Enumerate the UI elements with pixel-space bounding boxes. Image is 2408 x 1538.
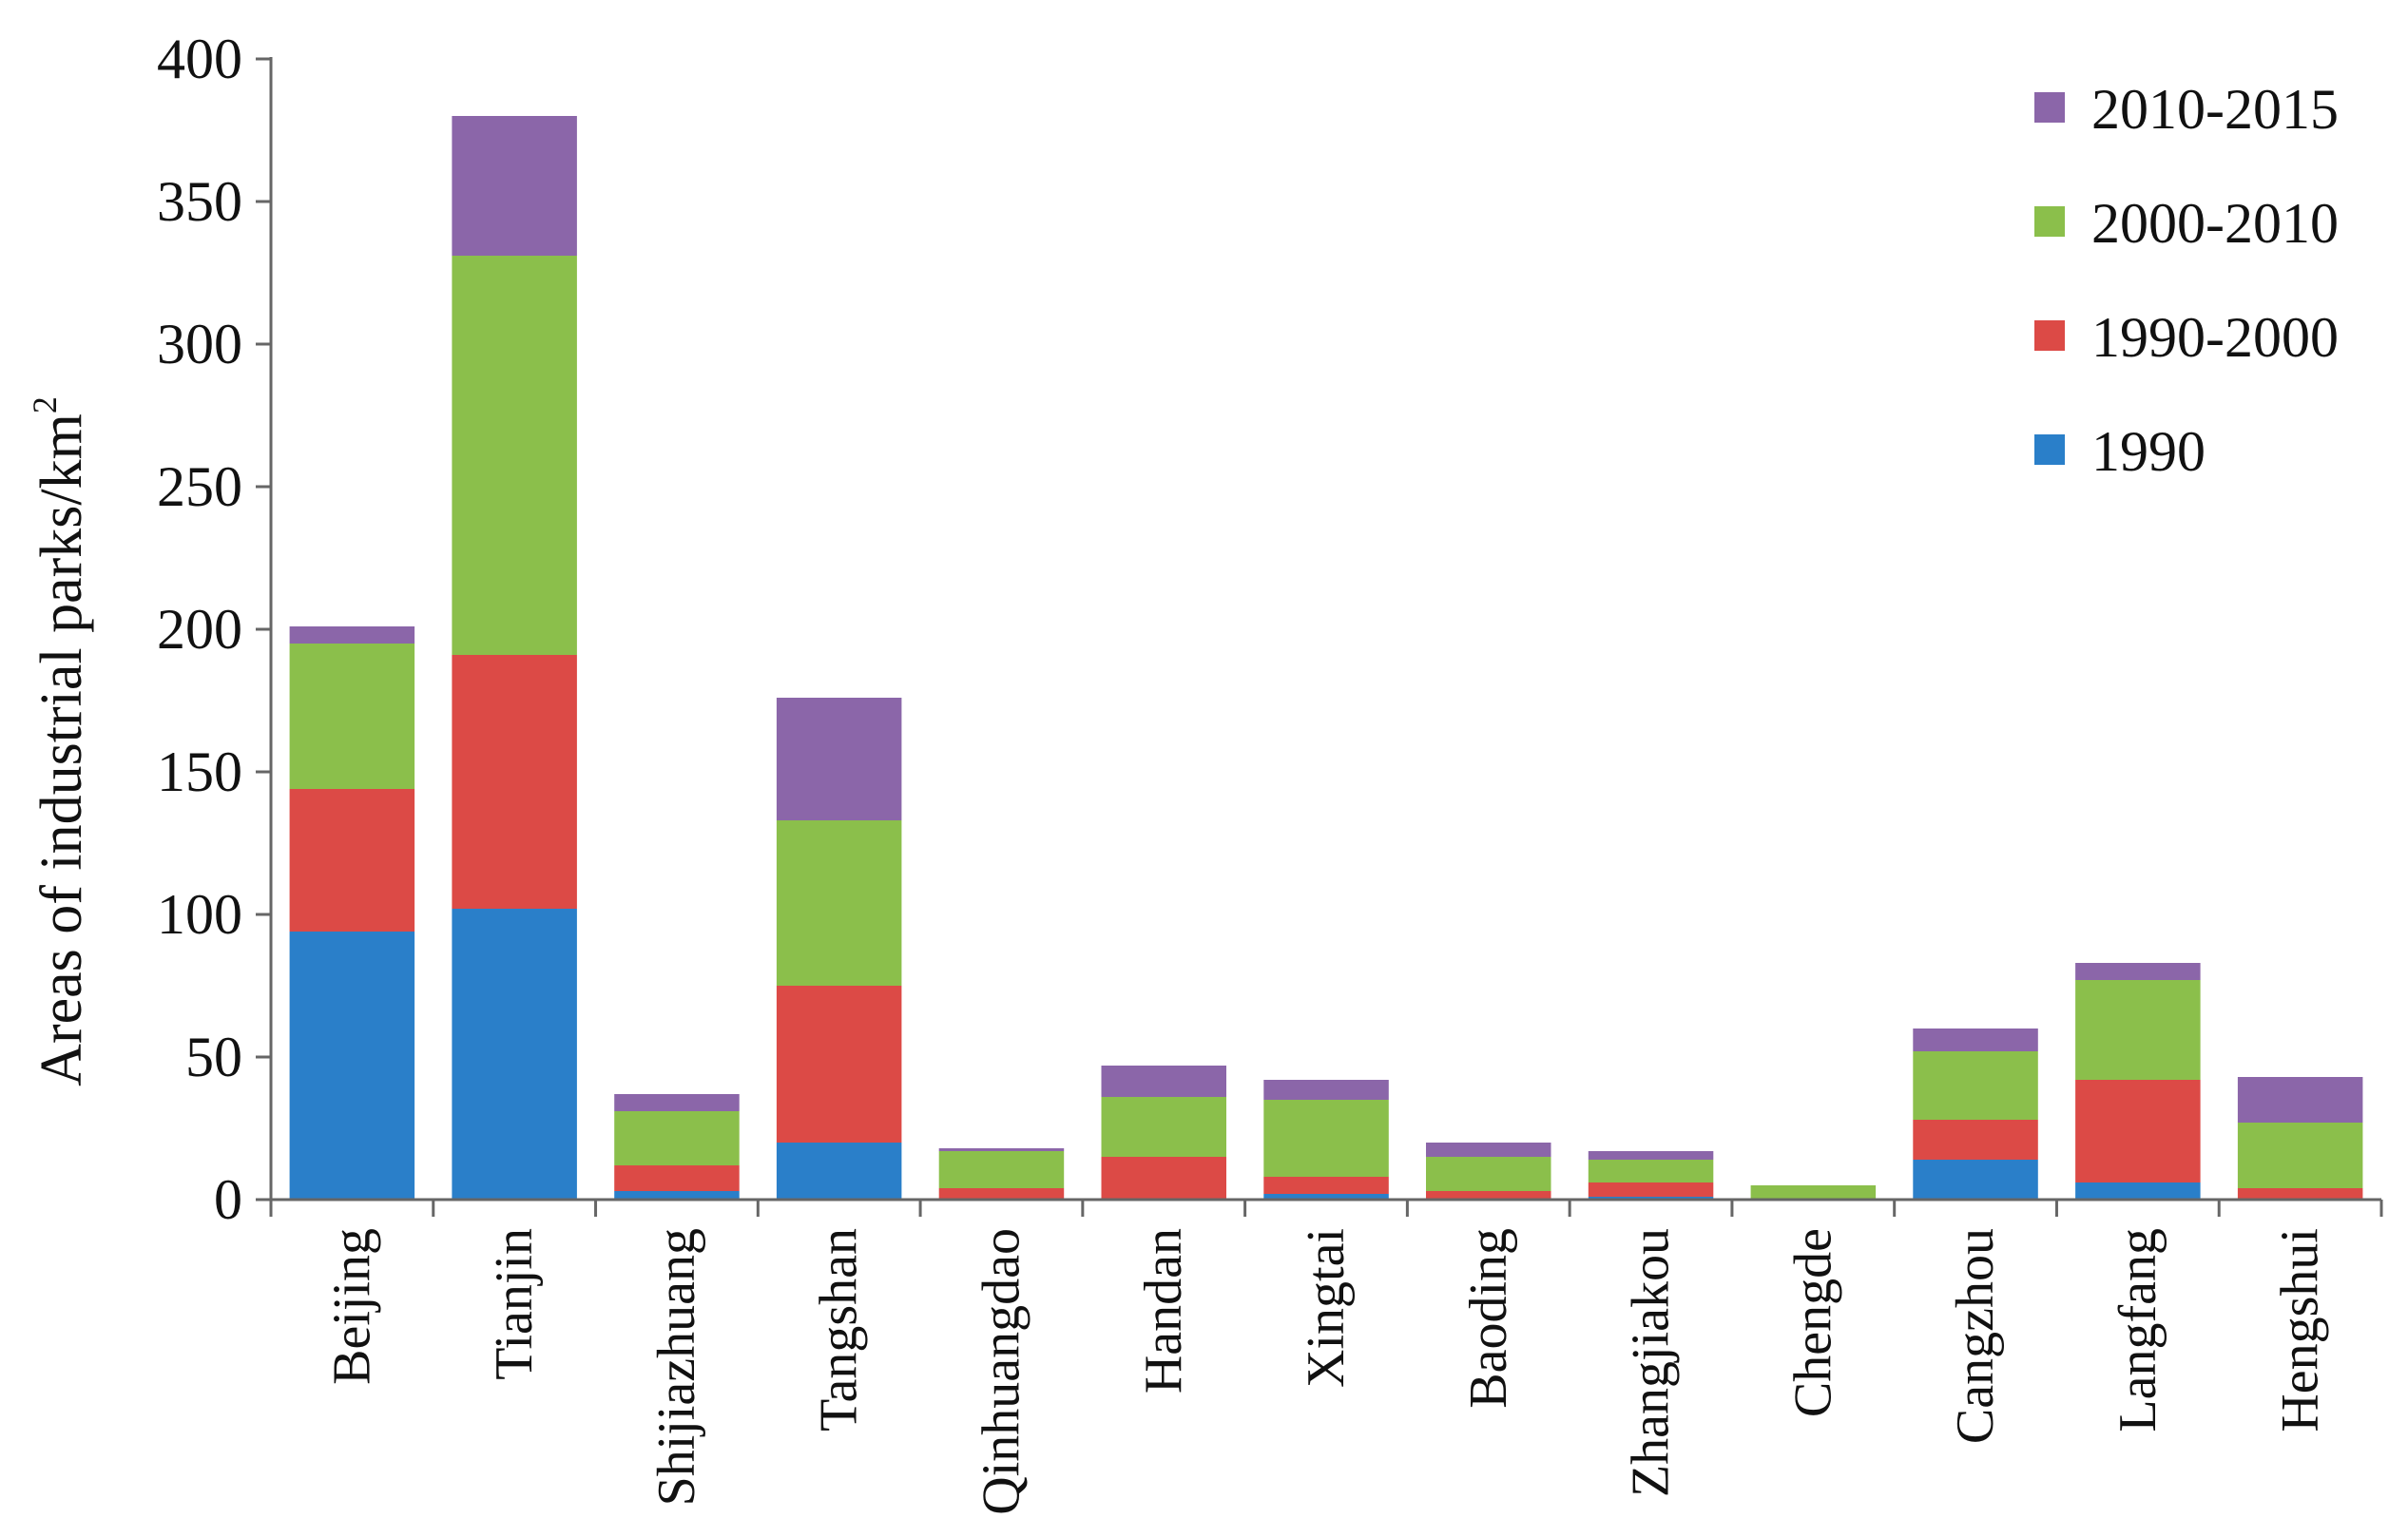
bar-segment-tianjin-1990 <box>452 909 577 1200</box>
y-tick-label-250: 250 <box>157 455 242 518</box>
bar-segment-cangzhou-1990-2000 <box>1913 1120 2038 1160</box>
legend: 2010-2015 2000-2010 1990-2000 1990 <box>2034 78 2339 483</box>
legend-swatch-2010-2015 <box>2034 92 2065 123</box>
bar-segment-handan-2000-2010 <box>1101 1097 1226 1157</box>
bar-segment-langfang-1990 <box>2075 1182 2201 1200</box>
bar-segment-tangshan-1990 <box>776 1143 902 1200</box>
bar-segment-tianjin-1990-2000 <box>452 655 577 909</box>
x-tick-label-cangzhou: Cangzhou <box>1946 1228 2005 1444</box>
y-ticks-group: 0 50 100 150 200 250 300 350 400 <box>157 28 271 1231</box>
bar-segment-langfang-2000-2010 <box>2075 980 2201 1080</box>
x-tick-label-chengde: Chengde <box>1783 1228 1842 1417</box>
bar-segment-qinhuangdao-2010-2015 <box>938 1148 1065 1151</box>
x-tick-label-handan: Handan <box>1134 1228 1193 1394</box>
x-tick-label-langfang: Langfang <box>2109 1228 2167 1432</box>
y-tick-label-200: 200 <box>157 598 242 661</box>
bar-segment-langfang-1990-2000 <box>2075 1080 2201 1182</box>
x-tick-label-xingtai: Xingtai <box>1297 1228 1356 1388</box>
legend-label-2010-2015: 2010-2015 <box>2091 78 2339 141</box>
y-tick-label-400: 400 <box>157 28 242 90</box>
bar-segment-qinhuangdao-2000-2010 <box>938 1151 1065 1188</box>
legend-swatch-1990 <box>2034 434 2065 465</box>
y-tick-label-300: 300 <box>157 313 242 375</box>
bar-segment-xingtai-1990-2000 <box>1263 1177 1389 1194</box>
bar-segment-shijiazhuang-1990 <box>614 1191 740 1200</box>
bar-segment-shijiazhuang-1990-2000 <box>614 1165 740 1191</box>
bar-segment-chengde-2000-2010 <box>1750 1185 1877 1200</box>
x-labels-group: Beijing Tianjin Shijiazhuang Tangshan Qinhua… <box>322 1228 2329 1515</box>
x-tick-label-baoding: Baoding <box>1459 1228 1518 1409</box>
x-tick-label-tianjin: Tianjin <box>485 1228 544 1380</box>
y-axis-title: Areas of industrial parks/km2 <box>26 396 94 1086</box>
bar-segment-baoding-1990-2000 <box>1426 1191 1551 1200</box>
legend-label-1990-2000: 1990-2000 <box>2091 306 2339 369</box>
x-tick-label-shijiazhuang: Shijiazhuang <box>647 1228 706 1506</box>
bars-group <box>289 116 2363 1200</box>
bar-segment-qinhuangdao-1990-2000 <box>938 1188 1065 1200</box>
bar-segment-zhangjiakou-2010-2015 <box>1588 1151 1714 1160</box>
bar-segment-baoding-2010-2015 <box>1426 1143 1551 1157</box>
bar-segment-xingtai-1990 <box>1263 1194 1389 1200</box>
bar-segment-tianjin-2010-2015 <box>452 116 577 256</box>
x-tick-label-zhangjiakou: Zhangjiakou <box>1622 1228 1681 1497</box>
x-tick-label-beijing: Beijing <box>322 1228 381 1385</box>
bar-segment-tangshan-1990-2000 <box>776 986 902 1143</box>
legend-swatch-2000-2010 <box>2034 206 2065 237</box>
bar-segment-cangzhou-2000-2010 <box>1913 1051 2038 1120</box>
y-tick-label-150: 150 <box>157 740 242 803</box>
x-tick-label-tangshan: Tangshan <box>810 1228 869 1432</box>
bar-segment-zhangjiakou-1990-2000 <box>1588 1182 1714 1197</box>
legend-swatch-1990-2000 <box>2034 320 2065 351</box>
bar-segment-handan-1990-2000 <box>1101 1157 1226 1200</box>
bar-segment-xingtai-2010-2015 <box>1263 1080 1389 1100</box>
bar-segment-tangshan-2010-2015 <box>776 698 902 820</box>
bar-segment-cangzhou-2010-2015 <box>1913 1029 2038 1051</box>
bar-segment-zhangjiakou-2000-2010 <box>1588 1160 1714 1182</box>
x-tick-label-qinhuangdao: Qinhuangdao <box>973 1228 1031 1515</box>
svg-text:Areas of industrial parks/km2: Areas of industrial parks/km2 <box>26 396 94 1086</box>
bar-segment-shijiazhuang-2010-2015 <box>614 1094 740 1111</box>
y-tick-label-0: 0 <box>214 1168 242 1231</box>
bar-segment-xingtai-2000-2010 <box>1263 1100 1389 1177</box>
bar-segment-hengshui-1990-2000 <box>2237 1188 2363 1200</box>
bar-segment-beijing-1990 <box>289 932 415 1200</box>
bar-segment-hengshui-2000-2010 <box>2237 1123 2363 1188</box>
bar-segment-baoding-2000-2010 <box>1426 1157 1551 1191</box>
y-axis-title-text: Areas of industrial parks/km <box>29 413 94 1086</box>
bar-segment-beijing-2010-2015 <box>289 626 415 644</box>
y-tick-label-100: 100 <box>157 883 242 946</box>
bar-segment-beijing-1990-2000 <box>289 789 415 932</box>
x-tick-label-hengshui: Hengshui <box>2271 1228 2330 1432</box>
legend-label-2000-2010: 2000-2010 <box>2091 192 2339 255</box>
y-axis-title-superscript: 2 <box>26 396 64 413</box>
bar-segment-tangshan-2000-2010 <box>776 820 902 986</box>
bar-segment-hengshui-2010-2015 <box>2237 1077 2363 1123</box>
bar-segment-beijing-2000-2010 <box>289 644 415 789</box>
y-tick-label-50: 50 <box>185 1026 242 1088</box>
y-tick-label-350: 350 <box>157 170 242 233</box>
bar-segment-handan-2010-2015 <box>1101 1066 1226 1097</box>
bar-segment-langfang-2010-2015 <box>2075 963 2201 980</box>
bar-segment-tianjin-2000-2010 <box>452 256 577 655</box>
bar-segment-cangzhou-1990 <box>1913 1160 2038 1200</box>
legend-label-1990: 1990 <box>2091 420 2206 483</box>
bar-segment-shijiazhuang-2000-2010 <box>614 1111 740 1165</box>
